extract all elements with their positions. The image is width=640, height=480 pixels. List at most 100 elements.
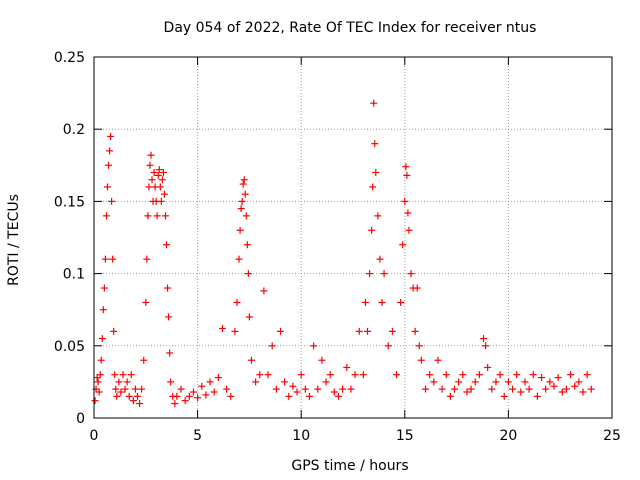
x-tick-label: 10	[292, 428, 310, 444]
data-point	[117, 388, 125, 396]
x-tick-label: 20	[499, 428, 517, 444]
data-point	[157, 197, 165, 205]
data-point	[206, 378, 214, 386]
data-point	[434, 356, 442, 364]
data-point	[446, 392, 454, 400]
data-point	[402, 163, 410, 171]
data-point	[264, 371, 272, 379]
data-point	[430, 378, 438, 386]
data-point	[138, 385, 146, 393]
plot-frame	[93, 56, 613, 419]
data-point	[202, 391, 210, 399]
data-point	[289, 382, 297, 390]
data-point	[305, 392, 313, 400]
data-point	[405, 226, 413, 234]
data-point	[95, 388, 103, 396]
data-point	[517, 388, 525, 396]
x-tick-label: 15	[396, 428, 414, 444]
data-point	[134, 392, 142, 400]
data-point	[260, 287, 268, 295]
data-point	[567, 371, 575, 379]
data-point	[374, 212, 382, 220]
data-point	[455, 378, 463, 386]
x-axis-label: GPS time / hours	[291, 458, 408, 474]
data-point	[136, 400, 144, 408]
data-point	[101, 255, 109, 263]
data-point	[100, 284, 108, 292]
data-point	[347, 385, 355, 393]
y-axis-label: ROTI / TECUs	[6, 194, 22, 286]
data-point	[97, 356, 105, 364]
data-point	[256, 371, 264, 379]
data-point	[244, 270, 252, 278]
data-point	[154, 171, 162, 179]
data-point	[231, 327, 239, 335]
data-point	[214, 374, 222, 382]
data-point	[550, 382, 558, 390]
data-point	[310, 342, 318, 350]
data-point	[177, 385, 185, 393]
data-point	[281, 378, 289, 386]
data-point	[218, 324, 226, 332]
data-point	[403, 171, 411, 179]
data-point	[142, 298, 150, 306]
y-tick-labels: 0 0.05 0.1 0.15 0.2 0.25	[54, 50, 85, 427]
data-point	[112, 385, 120, 393]
data-point	[153, 212, 161, 220]
data-point	[378, 298, 386, 306]
data-points	[91, 99, 595, 408]
data-point	[399, 241, 407, 249]
data-point	[105, 161, 113, 169]
y-tick-label: 0.05	[54, 339, 85, 355]
x-tick-label: 5	[193, 428, 202, 444]
data-point	[103, 183, 111, 191]
data-point	[554, 374, 562, 382]
data-point	[243, 241, 251, 249]
data-point	[407, 270, 415, 278]
data-point	[158, 176, 166, 184]
data-point	[99, 306, 107, 314]
data-point	[293, 388, 301, 396]
data-point	[166, 349, 174, 357]
data-point	[238, 197, 246, 205]
data-point	[388, 327, 396, 335]
data-point	[155, 166, 163, 174]
data-point	[102, 212, 110, 220]
data-point	[91, 397, 99, 405]
data-point	[236, 226, 244, 234]
data-point	[159, 169, 167, 177]
data-point	[558, 388, 566, 396]
y-tick-label: 0.1	[63, 267, 85, 283]
y-tick-label: 0	[76, 411, 85, 427]
data-point	[471, 378, 479, 386]
data-point	[351, 371, 359, 379]
data-point	[127, 371, 135, 379]
data-point	[107, 132, 115, 140]
data-point	[198, 382, 206, 390]
data-point	[417, 356, 425, 364]
data-point	[376, 255, 384, 263]
data-point	[247, 356, 255, 364]
x-tick-labels: 0 5 10 15 20 25	[90, 428, 621, 444]
data-point	[297, 371, 305, 379]
data-point	[413, 284, 421, 292]
data-point	[181, 397, 189, 405]
data-point	[411, 327, 419, 335]
data-point	[210, 388, 218, 396]
data-point	[488, 385, 496, 393]
data-point	[415, 342, 423, 350]
data-point	[272, 385, 280, 393]
x-tick-label: 25	[603, 428, 621, 444]
data-point	[322, 378, 330, 386]
data-point	[343, 363, 351, 371]
data-point	[326, 371, 334, 379]
data-point	[467, 385, 475, 393]
data-point	[384, 342, 392, 350]
data-point	[480, 335, 488, 343]
data-point	[438, 385, 446, 393]
data-point	[239, 180, 247, 188]
data-point	[156, 183, 164, 191]
data-point	[150, 169, 158, 177]
data-point	[529, 371, 537, 379]
